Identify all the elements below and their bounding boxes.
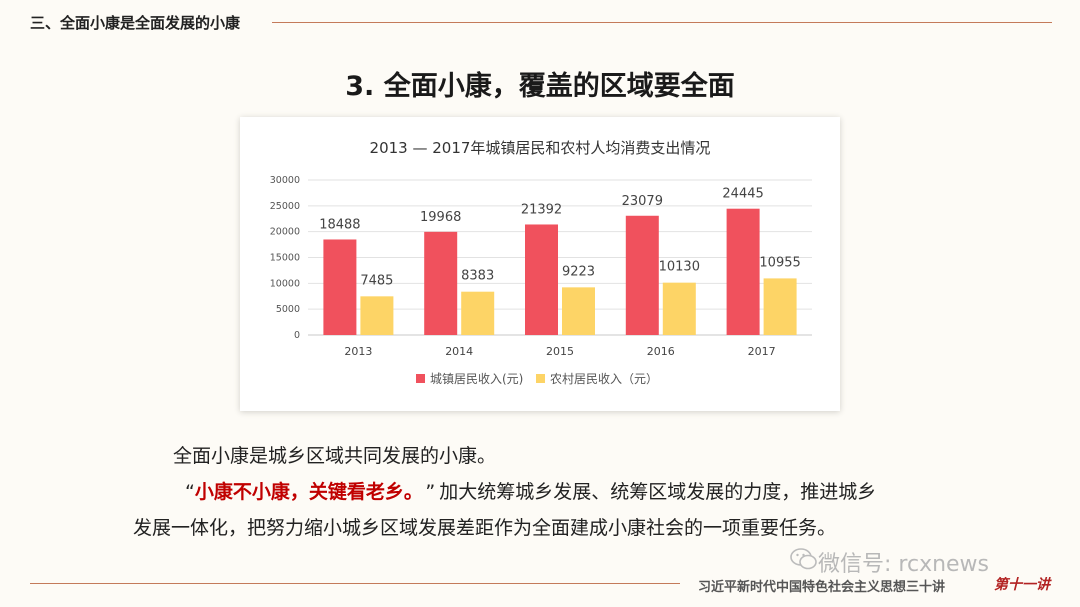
bar-rural [562,287,595,335]
y-tick-label: 20000 [270,227,300,238]
watermark-text: 微信号: rcxnews [818,552,990,577]
legend-label: 农村居民收入（元） [550,372,658,386]
lecture-number-badge: 第十一讲 [994,577,1050,593]
legend-swatch [536,374,545,383]
bar-urban [323,239,357,335]
y-tick-label: 10000 [270,278,300,289]
header-divider [272,22,1052,23]
bar-urban [726,208,760,335]
chart-title: 2013 — 2017年城镇居民和农村人均消费支出情况 [370,139,711,157]
bar-rural [360,296,394,335]
legend-swatch [416,374,425,383]
data-label: 7485 [360,273,393,288]
data-label: 18488 [319,217,360,232]
x-tick-label: 2014 [445,345,473,358]
slide-title: 3. 全面小康，覆盖的区域要全面 [345,71,735,102]
data-label: 8383 [461,269,494,284]
legend-label: 城镇居民收入(元) [430,372,523,386]
quote-close-mark: ” [425,481,436,503]
x-tick-label: 2016 [647,345,675,358]
chart-card: 2013 — 2017年城镇居民和农村人均消费支出情况 0 5000 10000 150… [240,117,840,411]
bar-chart: 2013 — 2017年城镇居民和农村人均消费支出情况 0 5000 10000 150… [270,139,812,386]
x-tick-label: 2017 [748,345,776,358]
quote-open-mark: “ [185,481,195,503]
data-label: 21392 [521,202,562,217]
x-tick-label: 2013 [344,345,372,358]
data-label: 10130 [659,260,700,275]
body-line-2: “小康不小康，关键看老乡。 ” 加大统筹城乡发展、统筹区域发展的力度，推进城乡 [185,477,876,504]
data-label: 9223 [562,264,595,279]
y-tick-label: 30000 [270,175,300,186]
data-label: 23079 [622,194,663,209]
y-tick-label: 0 [294,330,300,341]
bar-rural [662,282,696,335]
y-tick-label: 15000 [270,253,300,264]
bar-urban [525,224,558,335]
wechat-icon [790,548,817,570]
bar-urban [424,231,458,335]
footer-divider [30,583,680,584]
emphasis-quote: 小康不小康，关键看老乡。 [194,481,414,503]
y-tick-label: 5000 [276,304,300,315]
y-tick-label: 25000 [270,201,300,212]
data-label: 24445 [722,187,763,202]
bar-rural [763,278,797,335]
bar-urban [625,215,659,335]
section-title: 三、全面小康是全面发展的小康 [30,14,241,32]
data-label: 10955 [759,255,800,270]
x-tick-label: 2015 [546,345,574,358]
footer-series-title: 习近平新时代中国特色社会主义思想三十讲 [698,580,946,595]
body-line-2-text: 加大统筹城乡发展、统筹区域发展的力度，推进城乡 [439,481,877,503]
body-line-3: 发展一体化，把努力缩小城乡区域发展差距作为全面建成小康社会的一项重要任务。 [133,517,837,539]
bar-rural [461,291,495,335]
data-label: 19968 [420,210,461,225]
body-line-1: 全面小康是城乡区域共同发展的小康。 [173,445,497,467]
